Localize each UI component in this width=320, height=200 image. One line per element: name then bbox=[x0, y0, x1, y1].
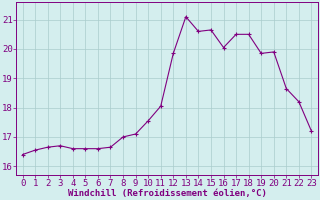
X-axis label: Windchill (Refroidissement éolien,°C): Windchill (Refroidissement éolien,°C) bbox=[68, 189, 267, 198]
